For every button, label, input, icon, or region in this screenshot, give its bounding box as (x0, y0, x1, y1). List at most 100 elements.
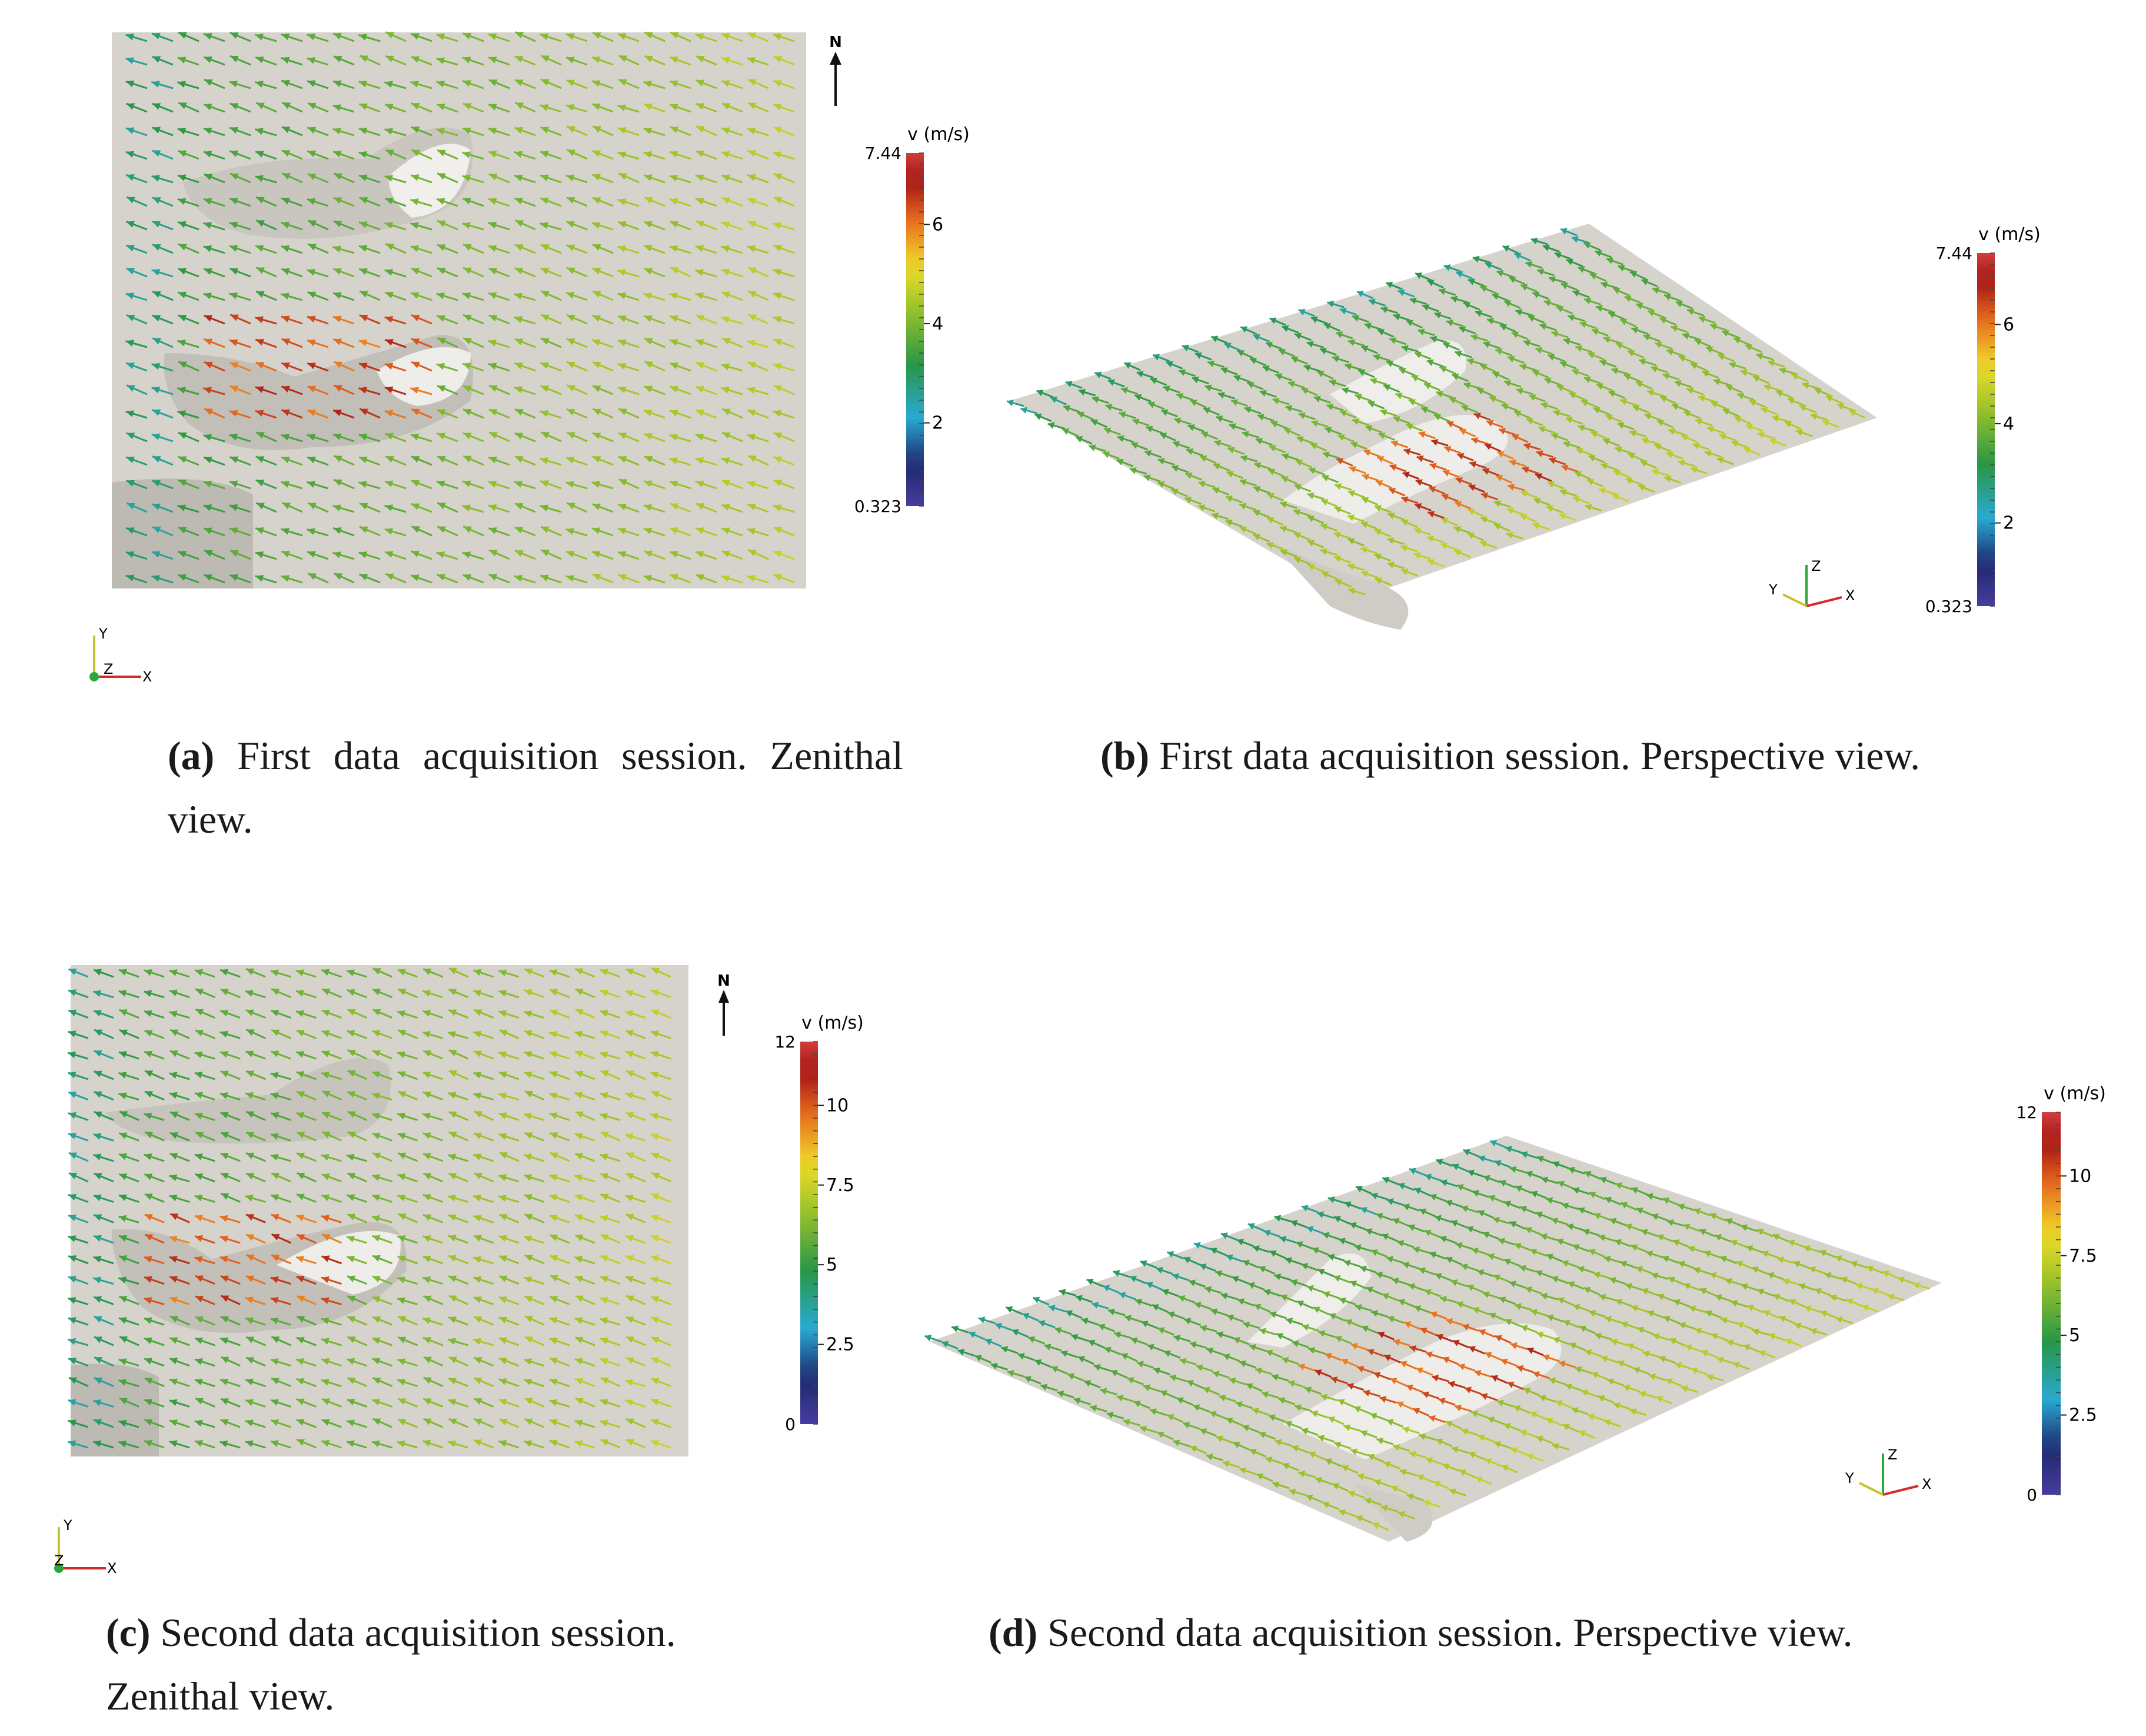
wind-vector-head (990, 1362, 998, 1370)
wind-vector-head (1561, 282, 1568, 290)
wind-vector-head (1414, 1305, 1422, 1312)
wind-vector-head (1292, 1445, 1299, 1452)
wind-vector-head (514, 244, 524, 251)
wind-vector-head (549, 1337, 558, 1345)
wind-vector-head (617, 386, 627, 394)
wind-vector-head (1206, 1347, 1214, 1355)
wind-vector-head (68, 1276, 76, 1283)
wind-vector-head (1365, 1228, 1373, 1235)
terrain-surface (71, 965, 688, 1456)
wind-vector-head (625, 1235, 634, 1242)
wind-vector-head (1826, 395, 1834, 403)
wind-vector-head (651, 1091, 660, 1098)
wind-vector-head (1689, 1305, 1696, 1312)
wind-vector-head (488, 457, 497, 464)
wind-vector-head (1285, 1257, 1292, 1264)
wind-vector-head (1143, 1384, 1150, 1391)
wind-vector-head (1607, 1378, 1615, 1385)
wind-vector-head (651, 1235, 660, 1242)
wind-vector-head (422, 1317, 431, 1325)
wind-vector-head (1647, 389, 1655, 397)
wind-vector-head (169, 1378, 178, 1385)
wind-vector-head (245, 968, 254, 975)
wind-vector-head (474, 1398, 483, 1405)
wind-vector-head (669, 457, 678, 464)
wind-vector-head (94, 1296, 102, 1303)
wind-vector-head (1584, 297, 1592, 305)
wind-vector-head (397, 969, 406, 976)
colorbar-min-label: 0.323 (854, 497, 901, 516)
wind-vector-head (68, 1419, 76, 1426)
wind-vector-head (333, 527, 342, 534)
wind-vector-head (436, 33, 445, 41)
wind-vector-head (358, 34, 367, 41)
wind-vector-head (93, 1153, 102, 1160)
wind-vector-head (1705, 1310, 1713, 1317)
wind-vector-head (1589, 1192, 1596, 1199)
wind-vector-head (1556, 305, 1564, 312)
wind-vector-head (397, 1276, 405, 1283)
wind-vector-head (575, 1153, 584, 1160)
wind-vector-head (151, 175, 161, 182)
colorbar-tick-label: 4 (2003, 414, 2014, 434)
wind-vector-head (499, 1213, 508, 1221)
wind-vector-head (1323, 1291, 1330, 1298)
wind-vector-head (1337, 1399, 1345, 1406)
wind-vector-head (1459, 326, 1466, 333)
wind-vector-head (423, 1377, 432, 1384)
wind-vector-head (410, 433, 420, 441)
wind-vector-head (1605, 414, 1613, 421)
wind-vector-head (1362, 473, 1369, 481)
wind-vector-head (398, 989, 407, 996)
wind-vector-head (1656, 420, 1664, 427)
wind-vector-head (1475, 1476, 1483, 1484)
wind-vector-head (651, 1316, 660, 1323)
wind-vector-head (1686, 387, 1694, 394)
wind-vector-head (307, 528, 315, 536)
wind-vector-head (1104, 427, 1112, 434)
wind-vector-head (1051, 1366, 1059, 1373)
wind-vector-head (549, 1419, 558, 1426)
wind-vector-head (488, 104, 497, 111)
wind-vector-head (549, 1092, 558, 1099)
wind-vector-head (307, 409, 316, 417)
wind-vector-head (1374, 528, 1382, 536)
wind-vector-head (360, 291, 368, 298)
wind-vector-head (670, 363, 678, 370)
wind-vector-head (1200, 455, 1207, 462)
wind-vector-head (271, 1399, 279, 1406)
wind-vector-head (1701, 1350, 1709, 1357)
wind-vector-head (281, 362, 290, 370)
wind-vector-head (229, 527, 238, 534)
wind-vector-head (385, 32, 394, 39)
panel-b-figure: Z X Y (1006, 224, 1877, 630)
wind-vector-head (1872, 1288, 1879, 1295)
wind-vector-head (651, 1398, 660, 1406)
wind-vector-head (1239, 478, 1247, 486)
wind-vector-head (1044, 1343, 1052, 1351)
wind-vector-head (1442, 1356, 1450, 1363)
wind-vector-head (625, 1133, 634, 1140)
wind-vector-head (1772, 415, 1779, 423)
wind-vector-head (1327, 1196, 1335, 1203)
wind-vector-head (358, 551, 368, 558)
wind-vector-head (1369, 298, 1376, 306)
wind-vector-head (1356, 290, 1364, 298)
wind-vector-head (524, 1090, 533, 1098)
wind-vector-head (322, 989, 331, 996)
wind-vector-head (169, 1010, 178, 1017)
colorbar-title: v (m/s) (1978, 224, 2041, 245)
wind-vector-head (151, 575, 161, 582)
wind-vector-head (1559, 489, 1567, 496)
wind-vector-head (347, 1275, 355, 1282)
wind-vector-head (625, 1213, 634, 1221)
wind-vector-head (1621, 1321, 1628, 1328)
wind-vector-head (1532, 370, 1540, 377)
wind-vector-head (119, 1173, 128, 1180)
wind-vector-head (372, 989, 381, 996)
wind-vector-head (600, 1439, 609, 1446)
wind-vector-head (540, 457, 549, 464)
wind-vector-head (1542, 244, 1550, 251)
wind-vector-head (593, 408, 601, 415)
wind-vector-head (1698, 395, 1705, 402)
